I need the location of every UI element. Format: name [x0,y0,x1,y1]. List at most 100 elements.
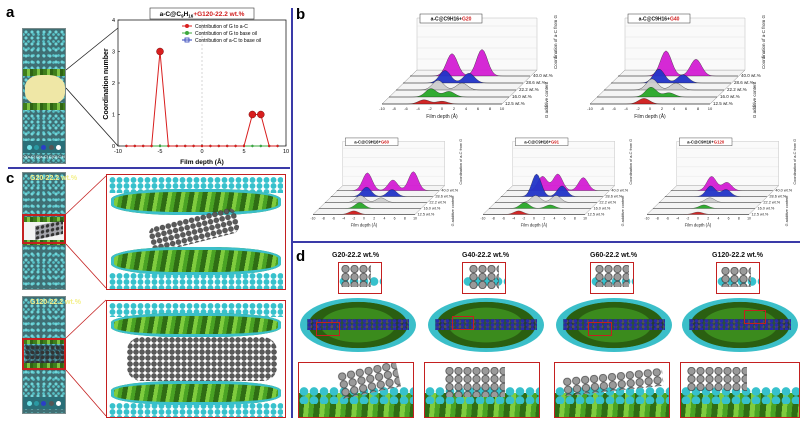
panel-a-simulation-box: C(a-C) C(a-C) C(G) C H [22,28,66,164]
series-point [268,144,271,148]
cyan-atoms [681,387,799,404]
layer-wt-label: 28.6 wt.% [769,194,786,198]
plot-title-additive: G60 [381,139,390,144]
zoom-connector-top [66,27,119,71]
legend-label-red: Contribution of G to a-C [195,24,248,30]
waterfall-layer [611,68,731,84]
plot-title-prefix: a-C@C9H16+ [524,139,551,144]
y-tick-group: 0 1 2 3 4 [112,18,120,150]
series-point [133,144,136,148]
series-point [276,144,279,148]
series-point [234,144,237,148]
x-tick-label: 6 [477,106,480,111]
plot-title-box [627,13,691,24]
waterfall-layer [590,98,710,105]
cyan-atoms-bottom [109,273,283,289]
plot-title: a-C@C9H16+G120 [687,139,725,144]
layer-wt-label: 28.6 wt.% [526,80,546,85]
layer-wt-label: 12.5 wt.% [418,212,435,216]
x-tick-label: 4 [553,217,555,221]
chart-title-sub1: 9 [181,14,184,19]
chart-title-box [149,7,255,20]
z-axis-label: Coordination of a-C from G [459,139,463,185]
film-core [562,318,666,331]
waterfall-layer [403,70,523,84]
graphene-sheet-bottom [111,247,281,275]
layer-wt-label: 40.0 wt.% [741,73,761,78]
atom-legend-labels: C(a-C) C(a-C) C(G) C H [23,154,65,161]
waterfall-plot-g91: 40.0 wt.%28.6 wt.% 22.2 wt.% 16.0 wt.% 12.5… [481,137,633,227]
snapshot-zoom-top-g120 [716,262,760,294]
y-tick-label: 2 [112,81,115,87]
plot-title-additive: G40 [670,17,680,23]
back-wall [624,17,746,71]
x-tick-label: -4 [512,217,515,221]
waterfall-layer [618,50,738,77]
waterfall-layer [330,186,433,197]
snapshot-zoom-bottom-g60 [554,362,670,418]
layer-wt-label: 16.0 wt.% [594,206,611,210]
graphene-cluster [25,345,65,363]
plot-title-box [679,137,733,146]
series-point [226,144,229,148]
series-point [242,144,246,148]
panel-label-d: d [296,248,306,265]
layer-wt-label: 40.0 wt.% [611,189,628,193]
plot-title-prefix: a-C@C9H16+ [687,139,714,144]
snapshot-title-g20: G20-22.2 wt.% [332,252,380,259]
x-tick-label: 10 [583,217,587,221]
x-tick-label: 8 [404,217,406,221]
waterfall-layer [318,202,421,209]
y-axis-label: G additive content [544,81,549,118]
y-tick-label: 3 [112,50,115,56]
series-point [209,144,212,148]
layer-wt-label: 16.0 wt.% [424,206,441,210]
x-tick-label: 0 [200,149,203,155]
series-point [125,144,128,148]
panel-c-zoom-bottom [106,300,286,418]
waterfall-layer [670,176,773,191]
chart-title-plus: + [193,11,197,18]
back-wall [416,17,538,71]
snapshot-film-g120 [682,298,798,352]
plot-title-additive: G91 [551,139,560,144]
atom-legend-strip [23,397,65,409]
panel-label-c: c [6,170,15,187]
series-point [248,110,257,119]
y-axis-label: G additive content [451,195,455,227]
waterfall-layer [494,195,597,203]
snapshot-zoom-bottom-g40 [424,362,540,418]
z-axis-label: Coordination of a-C from G [761,14,766,69]
x-tick-label: -2 [636,106,640,111]
waterfall-layer [664,185,767,197]
waterfall-layer [506,173,609,191]
graphene-layer-top [23,69,65,76]
plot-title: a-C@C9H16+G40 [639,17,680,23]
waterfall-layer [324,195,427,203]
plot-title-box [515,137,569,146]
snapshot-zoom-bottom-g120 [680,362,800,418]
y-tick-label: 4 [112,18,115,24]
snapshot-film-g60 [556,298,672,352]
waterfall-layer [500,173,603,197]
x-tick-label: 8 [574,217,576,221]
series-point [251,144,254,148]
waterfall-layer [488,202,591,209]
x-tick-label: -8 [322,217,325,221]
y-axis-label: G additive content [752,81,757,118]
atom-label-2: C(G) [48,154,58,159]
x-tick-label: -5 [158,149,163,155]
graphene-sheet-bottom [111,381,281,405]
graphene-layer-bottom [23,363,65,368]
snapshot-film-g40 [428,298,544,352]
waterfall-plot-g60: 40.0 wt.%28.6 wt.% 22.2 wt.% 16.0 wt.% 12.5… [311,137,463,227]
waterfall-layer [336,171,439,191]
x-tick-label: -10 [645,217,650,221]
x-tick-label: -6 [332,217,335,221]
plot-title: a-C@C9H16+G60 [354,139,389,144]
x-tick-label: 8 [489,106,492,111]
waterfall-layer [410,49,530,77]
layer-wt-label: 12.5 wt.% [588,212,605,216]
series-point [200,144,204,148]
x-tick-label: -8 [600,106,604,111]
